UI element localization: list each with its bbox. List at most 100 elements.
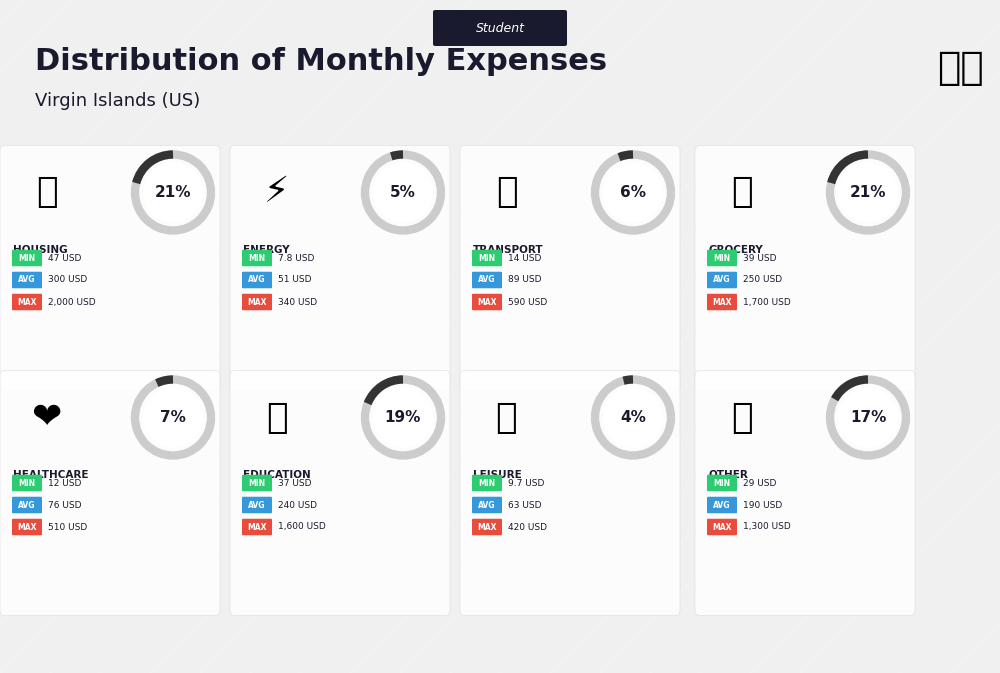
Text: ENERGY: ENERGY — [243, 245, 290, 255]
Text: MIN: MIN — [18, 254, 36, 262]
Text: 89 USD: 89 USD — [508, 275, 542, 285]
Circle shape — [143, 163, 203, 222]
FancyBboxPatch shape — [12, 519, 42, 535]
Text: AVG: AVG — [248, 501, 266, 509]
Text: 🚌: 🚌 — [496, 176, 518, 209]
FancyBboxPatch shape — [242, 497, 272, 513]
Text: 240 USD: 240 USD — [278, 501, 317, 509]
Text: 👜: 👜 — [731, 400, 753, 435]
Text: HOUSING: HOUSING — [13, 245, 68, 255]
Text: AVG: AVG — [713, 501, 731, 509]
Text: MAX: MAX — [477, 522, 497, 532]
Text: AVG: AVG — [18, 275, 36, 285]
Circle shape — [373, 388, 433, 447]
Text: HEALTHCARE: HEALTHCARE — [13, 470, 88, 480]
Circle shape — [838, 163, 898, 222]
Text: MAX: MAX — [17, 297, 37, 306]
FancyBboxPatch shape — [472, 497, 502, 513]
Text: 2,000 USD: 2,000 USD — [48, 297, 96, 306]
Text: 6%: 6% — [620, 185, 646, 200]
FancyBboxPatch shape — [707, 272, 737, 288]
FancyBboxPatch shape — [12, 293, 42, 310]
Text: AVG: AVG — [18, 501, 36, 509]
FancyBboxPatch shape — [230, 371, 450, 616]
Text: MIN: MIN — [248, 479, 266, 487]
Text: MAX: MAX — [17, 522, 37, 532]
FancyBboxPatch shape — [695, 371, 915, 616]
Text: AVG: AVG — [248, 275, 266, 285]
Text: 4%: 4% — [620, 410, 646, 425]
Text: 12 USD: 12 USD — [48, 479, 81, 487]
Text: MIN: MIN — [478, 479, 496, 487]
Text: MAX: MAX — [247, 297, 267, 306]
Text: 🛍️: 🛍️ — [496, 400, 518, 435]
Text: 510 USD: 510 USD — [48, 522, 87, 532]
FancyBboxPatch shape — [707, 497, 737, 513]
Text: AVG: AVG — [478, 501, 496, 509]
Text: 🎓: 🎓 — [266, 400, 288, 435]
FancyBboxPatch shape — [707, 293, 737, 310]
FancyBboxPatch shape — [707, 519, 737, 535]
Text: 1,600 USD: 1,600 USD — [278, 522, 326, 532]
Text: 190 USD: 190 USD — [743, 501, 782, 509]
Text: 7.8 USD: 7.8 USD — [278, 254, 314, 262]
FancyBboxPatch shape — [12, 497, 42, 513]
FancyBboxPatch shape — [242, 519, 272, 535]
Text: 🏢: 🏢 — [36, 176, 58, 209]
Text: LEISURE: LEISURE — [473, 470, 522, 480]
Circle shape — [603, 388, 663, 447]
Text: 590 USD: 590 USD — [508, 297, 547, 306]
Text: 250 USD: 250 USD — [743, 275, 782, 285]
FancyBboxPatch shape — [230, 145, 450, 390]
Text: ⚡: ⚡ — [264, 176, 290, 209]
Text: Student: Student — [476, 22, 524, 34]
Text: 17%: 17% — [850, 410, 886, 425]
Text: GROCERY: GROCERY — [708, 245, 763, 255]
Text: 29 USD: 29 USD — [743, 479, 776, 487]
FancyBboxPatch shape — [460, 145, 680, 390]
Text: 7%: 7% — [160, 410, 186, 425]
Text: Virgin Islands (US): Virgin Islands (US) — [35, 92, 200, 110]
Text: 340 USD: 340 USD — [278, 297, 317, 306]
Text: MAX: MAX — [712, 522, 732, 532]
FancyBboxPatch shape — [472, 474, 502, 491]
Text: 9.7 USD: 9.7 USD — [508, 479, 544, 487]
FancyBboxPatch shape — [707, 474, 737, 491]
Text: 🇻🇮: 🇻🇮 — [937, 49, 983, 87]
FancyBboxPatch shape — [695, 145, 915, 390]
Text: OTHER: OTHER — [708, 470, 748, 480]
FancyBboxPatch shape — [12, 272, 42, 288]
Text: MIN: MIN — [713, 254, 731, 262]
Circle shape — [373, 163, 433, 222]
Text: 1,300 USD: 1,300 USD — [743, 522, 791, 532]
FancyBboxPatch shape — [433, 10, 567, 46]
Circle shape — [143, 388, 203, 447]
FancyBboxPatch shape — [707, 250, 737, 267]
Text: MAX: MAX — [712, 297, 732, 306]
Text: 21%: 21% — [850, 185, 886, 200]
FancyBboxPatch shape — [472, 519, 502, 535]
Text: MAX: MAX — [477, 297, 497, 306]
Text: 19%: 19% — [385, 410, 421, 425]
FancyBboxPatch shape — [0, 371, 220, 616]
Text: 51 USD: 51 USD — [278, 275, 312, 285]
Text: AVG: AVG — [478, 275, 496, 285]
Text: 37 USD: 37 USD — [278, 479, 312, 487]
FancyBboxPatch shape — [460, 371, 680, 616]
FancyBboxPatch shape — [12, 250, 42, 267]
Text: MIN: MIN — [248, 254, 266, 262]
Text: 63 USD: 63 USD — [508, 501, 542, 509]
Text: ❤️: ❤️ — [32, 400, 62, 435]
Text: MIN: MIN — [478, 254, 496, 262]
Text: AVG: AVG — [713, 275, 731, 285]
FancyBboxPatch shape — [0, 145, 220, 390]
Text: 420 USD: 420 USD — [508, 522, 547, 532]
Text: 47 USD: 47 USD — [48, 254, 81, 262]
Text: MAX: MAX — [247, 522, 267, 532]
Text: EDUCATION: EDUCATION — [243, 470, 311, 480]
Text: 14 USD: 14 USD — [508, 254, 541, 262]
FancyBboxPatch shape — [472, 250, 502, 267]
Text: 1,700 USD: 1,700 USD — [743, 297, 791, 306]
FancyBboxPatch shape — [242, 250, 272, 267]
FancyBboxPatch shape — [242, 293, 272, 310]
